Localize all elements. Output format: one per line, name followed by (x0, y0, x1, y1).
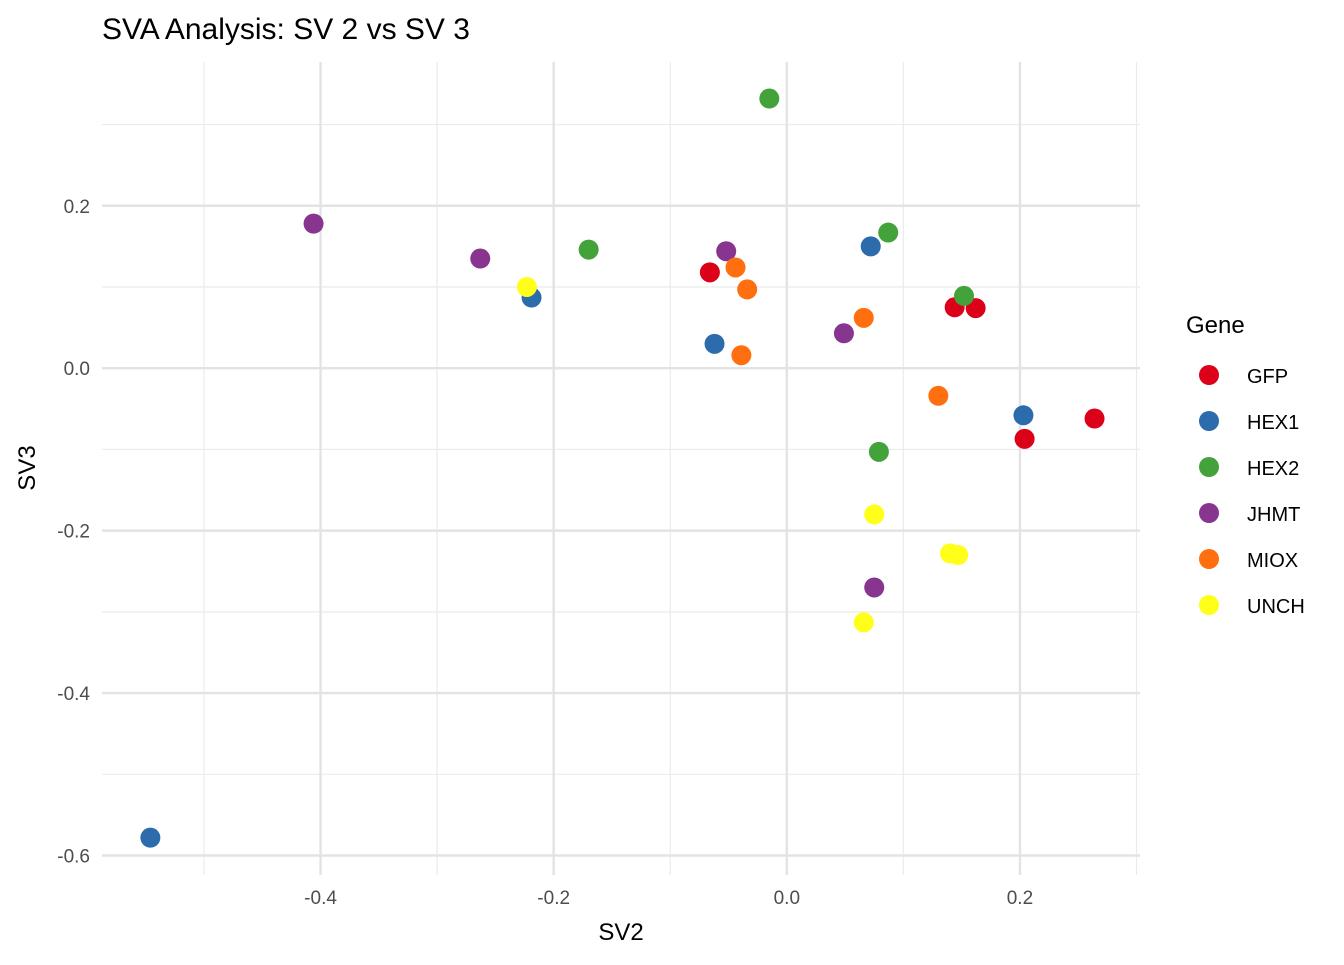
point-miox (853, 307, 874, 328)
x-tick-label: 0.2 (1007, 888, 1033, 909)
point-jhmt (833, 323, 854, 344)
data-points (140, 88, 1105, 848)
point-hex1 (704, 333, 725, 354)
point-jhmt (470, 248, 491, 269)
legend-key-hex2 (1199, 457, 1219, 477)
y-tick-label: -0.4 (57, 684, 90, 705)
x-axis-label: SV2 (598, 919, 643, 946)
y-tick-label: -0.2 (57, 522, 90, 543)
legend-key-miox (1199, 549, 1219, 569)
grid (102, 62, 1140, 875)
point-hex2 (868, 441, 889, 462)
point-unch (853, 612, 874, 633)
legend-key-gfp (1199, 365, 1219, 385)
point-miox (928, 385, 949, 406)
point-unch (864, 504, 885, 525)
legend-label-jhmt: JHMT (1247, 504, 1300, 526)
legend-key-hex1 (1199, 411, 1219, 431)
point-miox (731, 345, 752, 366)
x-tick-label: 0.0 (774, 888, 800, 909)
chart-title: SVA Analysis: SV 2 vs SV 3 (102, 13, 470, 46)
legend: Gene GFP HEX1 HEX2 JHMT MIOX UNCH (1186, 312, 1305, 618)
legend-label-unch: UNCH (1247, 596, 1305, 618)
point-jhmt (716, 241, 737, 262)
y-axis-label: SV3 (14, 445, 41, 490)
point-hex2 (578, 239, 599, 260)
point-jhmt (864, 577, 885, 598)
legend-label-hex1: HEX1 (1247, 412, 1299, 434)
point-gfp (1084, 408, 1105, 429)
y-tick-label: -0.6 (57, 847, 90, 868)
point-miox (737, 279, 758, 300)
legend-label-gfp: GFP (1247, 366, 1288, 388)
legend-title: Gene (1186, 312, 1245, 339)
y-tick-label: 0.2 (64, 197, 90, 218)
point-hex2 (878, 222, 899, 243)
tick-labels: -0.4 -0.2 0.0 0.2 0.2 0.0 -0.2 -0.4 -0.6 (57, 197, 1033, 909)
legend-key-unch (1199, 595, 1219, 615)
point-unch (516, 276, 537, 297)
legend-label-miox: MIOX (1247, 550, 1298, 572)
point-hex1 (1013, 405, 1034, 426)
x-tick-label: -0.2 (537, 888, 570, 909)
point-miox (725, 257, 746, 278)
legend-label-hex2: HEX2 (1247, 458, 1299, 480)
point-hex2 (759, 88, 780, 109)
point-hex1 (140, 827, 161, 848)
point-hex1 (860, 236, 881, 257)
point-hex2 (953, 285, 974, 306)
point-unch (948, 544, 969, 565)
x-tick-label: -0.4 (304, 888, 337, 909)
legend-key-jhmt (1199, 503, 1219, 523)
point-gfp (1014, 428, 1035, 449)
point-gfp (699, 262, 720, 283)
y-tick-label: 0.0 (64, 359, 90, 380)
point-jhmt (303, 213, 324, 234)
